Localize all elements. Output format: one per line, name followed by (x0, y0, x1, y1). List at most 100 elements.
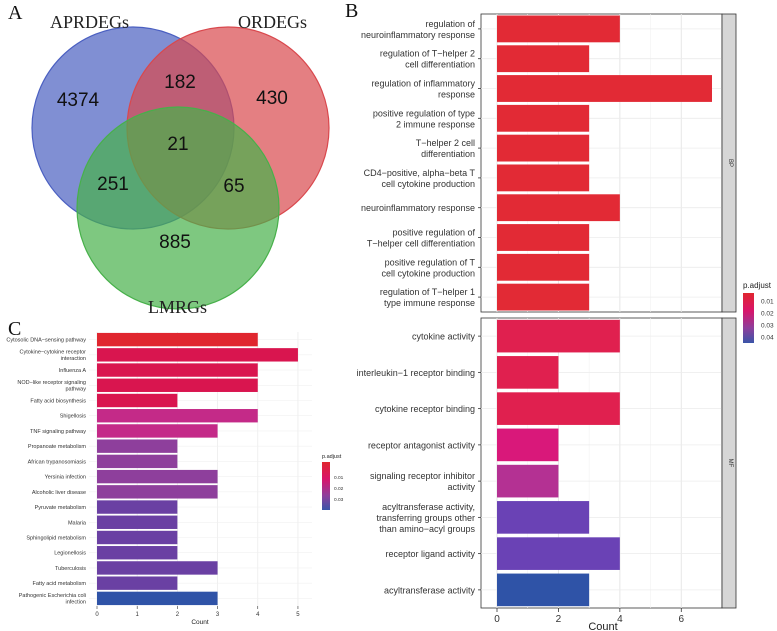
go-bar (497, 134, 590, 162)
panel-a-label: A (8, 2, 23, 24)
legend-tick-label: 0.02 (761, 311, 774, 318)
facet-strip-label: BP (727, 159, 733, 167)
legend-colorbar (322, 462, 330, 510)
panel-c-label: C (8, 318, 22, 340)
go-bar (497, 428, 559, 462)
x-tick-label: 0 (494, 614, 500, 625)
kegg-panel-bg (89, 332, 312, 606)
venn-set-label-lmrgs: LMRGs (148, 297, 207, 317)
x-tick-label: 5 (296, 612, 300, 618)
go-x-axis: 0 2 4 6 Count (494, 608, 685, 631)
x-tick-label: 4 (617, 614, 623, 625)
go-category-label: T−helper cell differentiation (367, 239, 475, 249)
venn-count-all-three: 21 (167, 134, 188, 155)
venn-count-apr-lm: 251 (97, 174, 129, 195)
kegg-bar (97, 348, 298, 362)
kegg-bar (97, 469, 218, 484)
x-axis-title: Count (588, 621, 617, 631)
go-category-label: acyltransferase activity (384, 585, 476, 595)
kegg-category-label: Sphingolipid metabolism (26, 536, 86, 542)
go-bar (497, 224, 590, 251)
kegg-category-label: infection (66, 600, 87, 606)
venn-count-or-only: 430 (256, 88, 288, 109)
go-bar (497, 164, 590, 192)
kegg-category-label: pathway (66, 387, 87, 393)
x-tick-label: 1 (136, 612, 140, 618)
kegg-category-label: Shigellosis (60, 414, 87, 420)
kegg-category-label: Tuberculosis (55, 566, 86, 572)
kegg-bar (97, 378, 258, 392)
facet-strip (721, 317, 737, 609)
legend-tick-label: 0.01 (761, 299, 774, 306)
panel-b-label: B (345, 0, 359, 22)
facet-strip-label: MF (727, 459, 733, 468)
venn-count-apr-only: 4374 (57, 90, 100, 111)
go-bar (497, 319, 620, 353)
kegg-category-label: Alcoholic liver disease (32, 490, 86, 496)
kegg-category-label: Fatty acid metabolism (33, 581, 87, 587)
venn-circle-lmrgs (76, 106, 280, 310)
kegg-category-label: NOD−like receptor signaling (17, 380, 86, 386)
kegg-category-label: Cytosolic DNA−sensing pathway (6, 338, 86, 344)
go-category-label: regulation of T−helper 1 (380, 287, 475, 297)
go-bar (497, 283, 590, 311)
kegg-bar (97, 485, 218, 499)
go-category-label: response (438, 90, 475, 100)
kegg-category-label: Propanoate metabolism (28, 444, 87, 450)
kegg-bar (97, 561, 218, 575)
legend-tick-label: 0.02 (334, 486, 344, 492)
venn-count-lm-only: 885 (159, 232, 191, 253)
go-category-label: type immune response (384, 298, 475, 308)
go-category-label: regulation of (425, 19, 475, 29)
kegg-bar (97, 530, 178, 545)
x-tick-label: 6 (679, 614, 685, 625)
kegg-legend: p.adjust 0.01 0.02 0.03 (322, 454, 344, 510)
legend-colorbar (743, 293, 754, 343)
kegg-category-label: Legionellosis (54, 551, 86, 557)
x-tick-label: 2 (556, 614, 562, 625)
kegg-bar (97, 500, 178, 514)
kegg-category-label: Fatty acid biosynthesis (30, 399, 86, 405)
go-bar (497, 537, 620, 570)
go-bar (497, 253, 590, 281)
kegg-category-label: Pyruvate metabolism (35, 505, 87, 511)
go-bar (497, 464, 559, 498)
kegg-category-label: Cytokine−cytokine receptor (20, 350, 87, 356)
kegg-bar (97, 546, 178, 560)
venn-diagram: APRDEGs ORDEGs LMRGs 4374 182 430 21 251… (31, 12, 330, 317)
go-category-label: cytokine receptor binding (375, 404, 475, 414)
go-category-label: interleukin−1 receptor binding (357, 368, 475, 378)
go-category-label: neuroinflammatory response (361, 30, 475, 40)
kegg-category-label: Malaria (68, 520, 87, 526)
legend-tick-label: 0.03 (334, 497, 344, 503)
venn-count-apr-or: 182 (164, 72, 196, 93)
go-mf-facet: cytokine activity interleukin−1 receptor … (357, 317, 737, 609)
x-tick-label: 3 (216, 612, 220, 618)
venn-count-or-lm: 65 (223, 176, 244, 197)
go-category-label: CD4−positive, alpha−beta T (364, 168, 476, 178)
kegg-bar (97, 454, 178, 469)
kegg-bar (97, 576, 178, 590)
go-category-label: positive regulation of T (385, 257, 476, 267)
go-category-label: regulation of inflammatory (371, 79, 475, 89)
go-bar (497, 45, 590, 73)
go-category-label: differentiation (421, 149, 475, 159)
kegg-category-label: Influenza A (59, 368, 87, 374)
kegg-bar-chart: Cytosolic DNA−sensing pathway Cytokine−cy… (6, 332, 312, 606)
kegg-category-label: interaction (61, 356, 86, 362)
go-category-label: receptor ligand activity (385, 549, 475, 559)
go-category-label: signaling receptor inhibitor (370, 471, 475, 481)
go-bar (497, 392, 620, 425)
go-category-label: cytokine activity (412, 332, 476, 342)
kegg-bar (97, 424, 218, 438)
venn-set-label-aprdegs: APRDEGs (50, 12, 129, 32)
go-bar (497, 75, 712, 102)
go-category-label: cell differentiation (405, 60, 475, 70)
venn-set-label-ordegs: ORDEGs (238, 12, 307, 32)
kegg-x-axis: 0 1 2 3 4 5 Count (95, 606, 300, 626)
go-category-label: 2 immune response (396, 119, 475, 129)
go-category-label: than amino−acyl groups (379, 524, 475, 534)
go-bar (497, 15, 620, 43)
legend-title: p.adjust (743, 281, 772, 290)
go-category-label: activity (447, 482, 475, 492)
